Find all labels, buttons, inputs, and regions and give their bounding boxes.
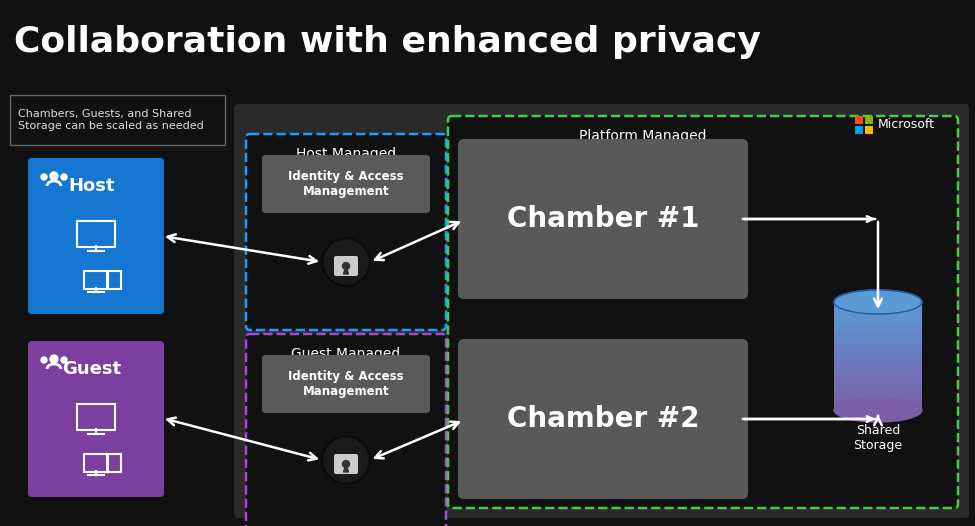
FancyBboxPatch shape — [10, 95, 225, 145]
Ellipse shape — [834, 290, 922, 314]
Bar — [834, 306, 922, 310]
Bar — [834, 349, 922, 353]
Bar — [834, 323, 922, 328]
FancyBboxPatch shape — [458, 339, 748, 499]
Text: Collaboration with enhanced privacy: Collaboration with enhanced privacy — [14, 25, 760, 59]
Bar — [834, 396, 922, 400]
Bar — [834, 388, 922, 392]
Text: Guest Managed: Guest Managed — [292, 347, 401, 361]
Bar — [834, 302, 922, 306]
Bar — [865, 126, 873, 134]
Text: Chambers, Guests, and Shared
Storage can be scaled as needed: Chambers, Guests, and Shared Storage can… — [18, 109, 204, 131]
Text: Platform Managed: Platform Managed — [579, 129, 707, 143]
Text: Identity & Access
Management: Identity & Access Management — [289, 170, 404, 198]
Bar — [834, 313, 922, 317]
Bar — [834, 370, 922, 375]
Circle shape — [324, 438, 368, 482]
Bar — [834, 331, 922, 335]
Bar — [834, 356, 922, 360]
Bar — [834, 309, 922, 313]
FancyBboxPatch shape — [246, 134, 446, 330]
Circle shape — [342, 262, 349, 269]
Text: Guest: Guest — [62, 360, 122, 378]
Polygon shape — [343, 266, 348, 274]
FancyBboxPatch shape — [262, 155, 430, 213]
FancyBboxPatch shape — [334, 454, 358, 474]
Bar — [834, 317, 922, 320]
FancyBboxPatch shape — [448, 116, 958, 508]
Circle shape — [342, 460, 349, 468]
Bar — [834, 378, 922, 382]
Bar — [834, 392, 922, 396]
FancyBboxPatch shape — [28, 341, 164, 497]
FancyBboxPatch shape — [458, 139, 748, 299]
Bar — [865, 116, 873, 124]
Circle shape — [322, 238, 370, 286]
Circle shape — [41, 174, 47, 180]
FancyBboxPatch shape — [262, 355, 430, 413]
Bar — [855, 126, 863, 134]
FancyBboxPatch shape — [234, 104, 969, 518]
Bar — [834, 335, 922, 339]
Text: Host: Host — [69, 177, 115, 195]
Text: Shared
Storage: Shared Storage — [853, 424, 903, 452]
Bar — [834, 327, 922, 331]
Bar — [834, 338, 922, 342]
Bar — [834, 399, 922, 403]
Circle shape — [322, 436, 370, 484]
Bar — [834, 320, 922, 324]
Bar — [834, 407, 922, 410]
Ellipse shape — [834, 398, 922, 422]
Bar — [834, 341, 922, 346]
Bar — [834, 345, 922, 349]
Bar — [834, 360, 922, 363]
Circle shape — [61, 357, 67, 363]
Circle shape — [61, 174, 67, 180]
Circle shape — [41, 357, 47, 363]
Bar — [834, 352, 922, 357]
Bar — [834, 363, 922, 367]
Text: Chamber #1: Chamber #1 — [507, 205, 699, 233]
FancyBboxPatch shape — [246, 334, 446, 526]
Bar — [834, 381, 922, 386]
Circle shape — [324, 240, 368, 284]
Bar — [855, 116, 863, 124]
Bar — [834, 385, 922, 389]
Bar — [834, 403, 922, 407]
FancyBboxPatch shape — [28, 158, 164, 314]
Circle shape — [50, 355, 58, 363]
Bar — [834, 367, 922, 371]
Text: Microsoft: Microsoft — [878, 118, 935, 132]
Text: Identity & Access
Management: Identity & Access Management — [289, 370, 404, 398]
Circle shape — [50, 172, 58, 180]
Text: Host Managed: Host Managed — [296, 147, 396, 161]
Polygon shape — [343, 464, 348, 472]
Bar — [834, 374, 922, 378]
FancyBboxPatch shape — [334, 256, 358, 276]
Text: Chamber #2: Chamber #2 — [507, 405, 699, 433]
